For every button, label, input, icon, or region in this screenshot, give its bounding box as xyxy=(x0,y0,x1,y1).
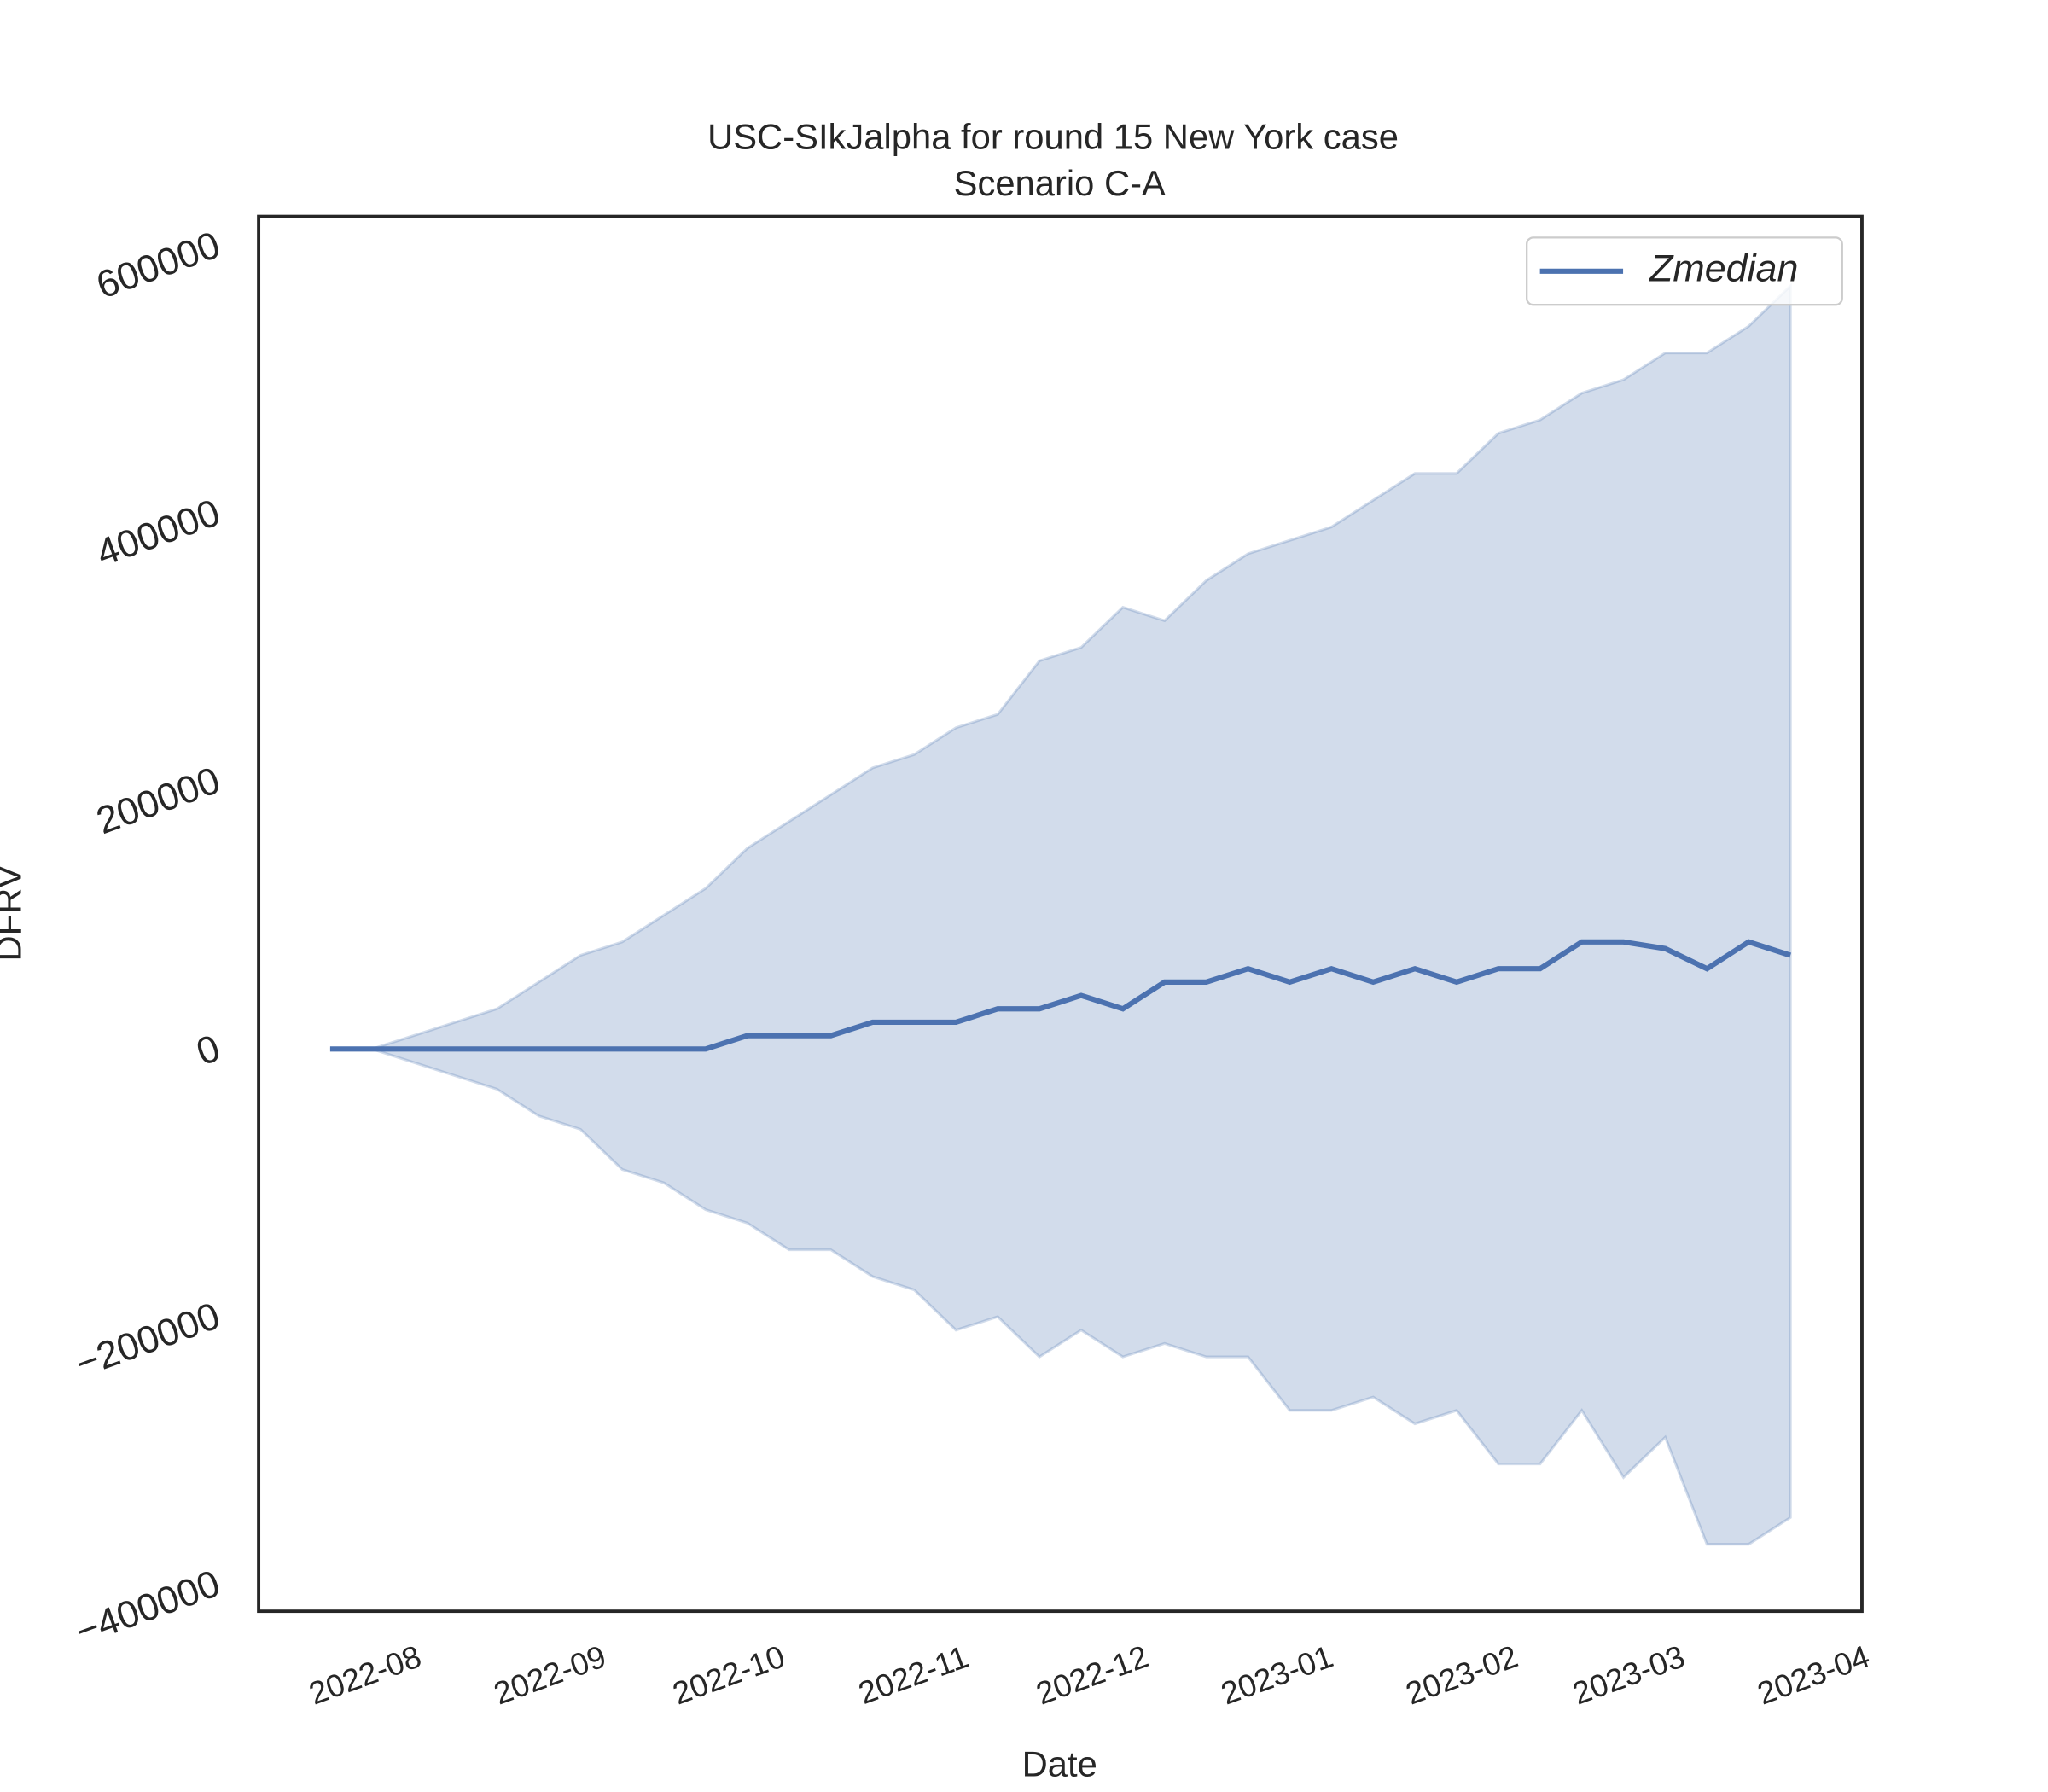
legend-label: Zmedian xyxy=(1649,247,1798,290)
x-tick-label: 2023-04 xyxy=(1753,1638,1874,1711)
y-axis-label: DFRV xyxy=(0,865,29,962)
x-tick-label: 2023-02 xyxy=(1401,1638,1522,1711)
legend-box xyxy=(1526,236,1843,306)
y-tick-label: −200000 xyxy=(70,1294,226,1386)
x-tick-label: 2023-01 xyxy=(1216,1638,1337,1711)
x-axis-label: Date xyxy=(1022,1743,1097,1783)
x-tick-label: 2022-10 xyxy=(668,1638,789,1711)
y-tick-label: 0 xyxy=(190,1026,225,1073)
y-tick-label: 600000 xyxy=(90,223,225,307)
x-tick-label: 2022-12 xyxy=(1032,1638,1153,1711)
chart-title: USC-SIkJalpha for round 15 New York case xyxy=(707,117,1399,157)
y-tick-label: −400000 xyxy=(70,1561,226,1653)
x-tick-label: 2022-11 xyxy=(853,1638,973,1711)
x-tick-label: 2022-08 xyxy=(305,1638,426,1711)
plot-frame xyxy=(257,214,1864,1614)
x-tick-label: 2023-03 xyxy=(1568,1638,1689,1711)
chart-subtitle: Scenario C-A xyxy=(954,163,1166,203)
median-line xyxy=(329,939,1792,1052)
y-tick-label: 200000 xyxy=(90,758,225,842)
x-tick-label: 2022-09 xyxy=(489,1638,610,1711)
y-tick-label: 400000 xyxy=(90,490,225,574)
uncertainty-band xyxy=(329,282,1792,1546)
